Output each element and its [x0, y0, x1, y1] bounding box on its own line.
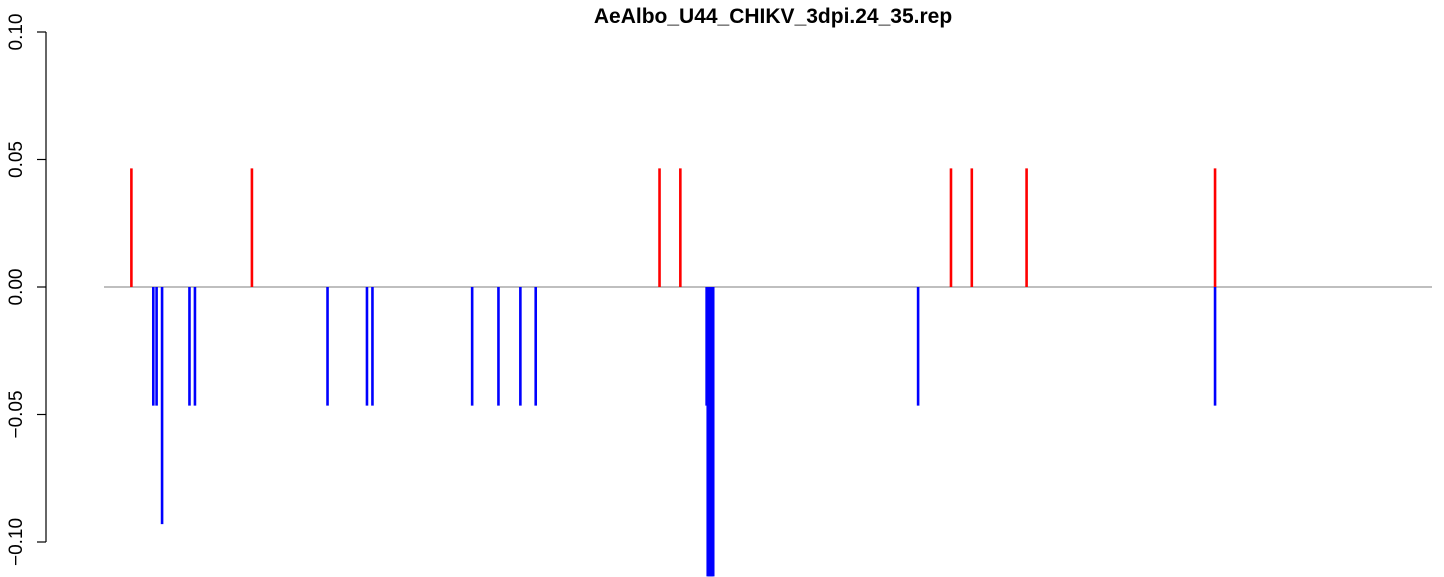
bars — [130, 168, 1217, 577]
y-tick-label: 0.10 — [6, 14, 27, 51]
chart-title: AeAlbo_U44_CHIKV_3dpi.24_35.rep — [594, 5, 952, 28]
y-tick-label: 0.05 — [6, 141, 27, 178]
y-tick-label: 0.00 — [6, 269, 27, 306]
y-axis: −0.10 −0.05 0.00 0.05 0.10 — [6, 14, 47, 566]
y-tick-label: −0.05 — [6, 390, 27, 438]
y-tick-label: −0.10 — [6, 518, 27, 566]
